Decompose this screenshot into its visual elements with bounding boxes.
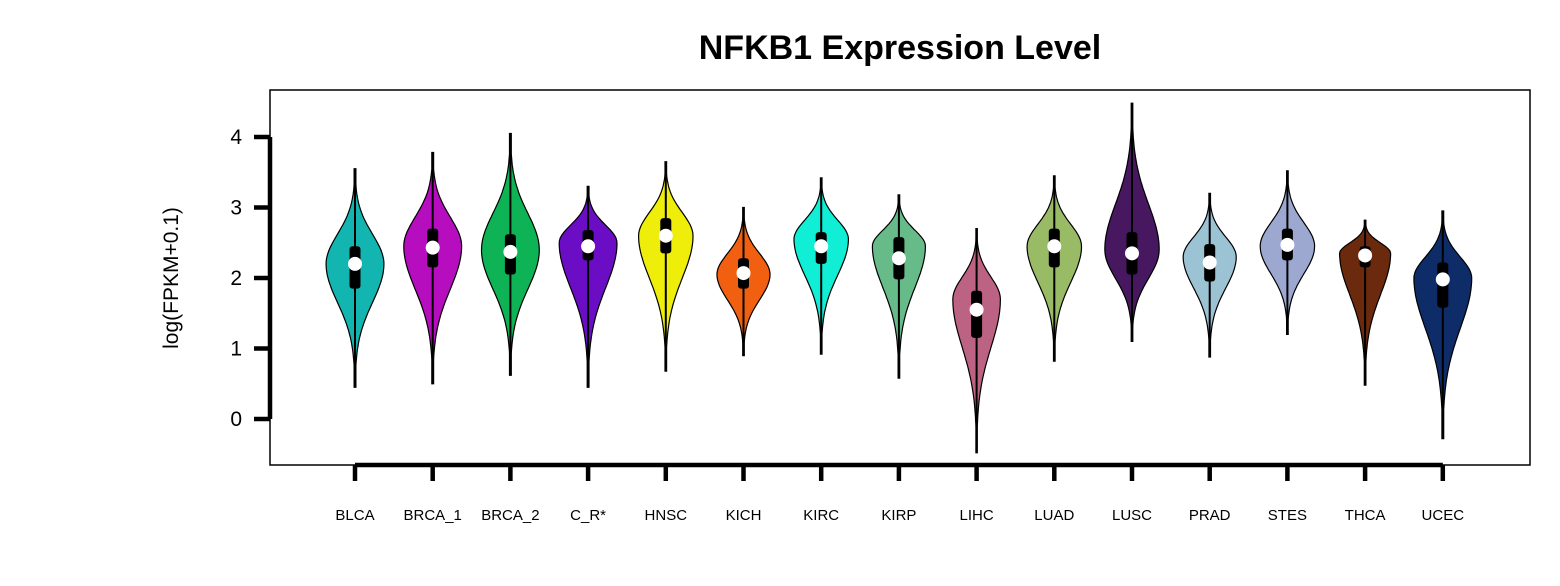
y-tick-label: 2 [230,267,242,290]
x-tick-label: BRCA_2 [481,507,539,524]
y-tick-label: 3 [230,197,242,220]
chart-title: NFKB1 Expression Level [699,29,1101,67]
x-tick-label: LIHC [960,507,994,524]
violin-median-point [1435,272,1450,287]
x-tick-label: LUSC [1112,507,1152,524]
x-tick-label: HNSC [645,507,688,524]
violin-median-point [425,240,440,255]
y-tick-label: 0 [230,408,242,431]
violin-median-point [736,266,751,281]
x-tick-label: KIRC [803,507,839,524]
x-tick-label: STES [1268,507,1307,524]
violin-group [325,102,1473,454]
y-axis-label: log(FPKM+0.1) [160,207,183,349]
violin-median-point [1125,246,1139,261]
violin-median-point [1202,255,1217,270]
violin-median-point [658,228,673,243]
violin-median-point [1047,239,1062,254]
x-tick-label: KIRP [881,507,916,524]
violin-median-point [969,302,984,317]
x-tick-label: BRCA_1 [404,507,462,524]
x-tick-label: C_R* [570,507,606,524]
x-tick-label: BLCA [335,507,374,524]
x-axis: BLCA BRCA_1 BRCA_2 C_R* HNSC KICH KIRC KIRP LIHC… [335,462,1465,524]
violin-median-point [503,244,518,259]
violin-median-point [1358,248,1373,263]
y-tick-label: 1 [230,338,242,361]
violin-median-point [348,256,362,271]
violin-median-point [581,239,596,254]
x-tick-label: THCA [1345,507,1386,524]
violin-median-point [891,251,906,266]
y-tick-label: 4 [230,126,242,149]
y-axis: 0 1 2 3 4 [230,126,273,431]
x-tick-label: PRAD [1189,507,1231,524]
x-tick-label: UCEC [1422,507,1465,524]
x-tick-label: KICH [726,507,762,524]
violin-median-point [814,239,829,254]
x-tick-label: LUAD [1034,507,1074,524]
violin-median-point [1280,237,1295,252]
